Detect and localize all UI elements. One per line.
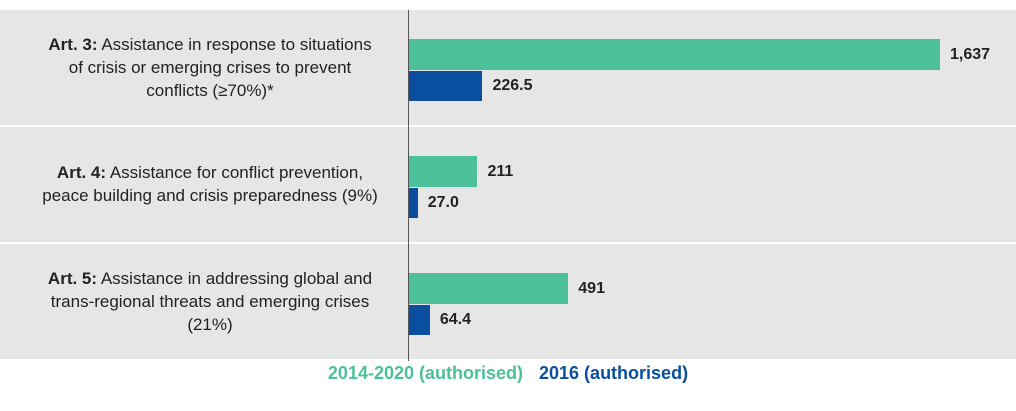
category-label: Art. 4: Assistance for conflict preventi…: [42, 163, 378, 205]
bar: [409, 39, 940, 70]
legend: 2014-2020 (authorised) 2016 (authorised): [0, 363, 1016, 384]
bar: [409, 188, 418, 218]
value-label: 211: [487, 162, 514, 180]
bar: [409, 156, 478, 187]
bar: [409, 305, 430, 335]
value-label: 64.4: [439, 311, 472, 328]
value-label: 491: [578, 279, 605, 297]
value-label: 27.0: [427, 194, 459, 211]
bar: [409, 71, 483, 101]
value-label: 226.5: [492, 77, 533, 94]
bar: [409, 273, 569, 304]
category-label: Art. 5: Assistance in addressing global …: [47, 268, 373, 334]
legend-entry: 2016 (authorised): [539, 363, 689, 383]
legend-entry: 2014-2020 (authorised): [327, 363, 524, 383]
category-label: Art. 3: Assistance in response to situat…: [48, 34, 372, 100]
value-label: 1,637: [950, 45, 991, 63]
axis-line: [408, 10, 409, 361]
row-band: [0, 127, 1016, 242]
